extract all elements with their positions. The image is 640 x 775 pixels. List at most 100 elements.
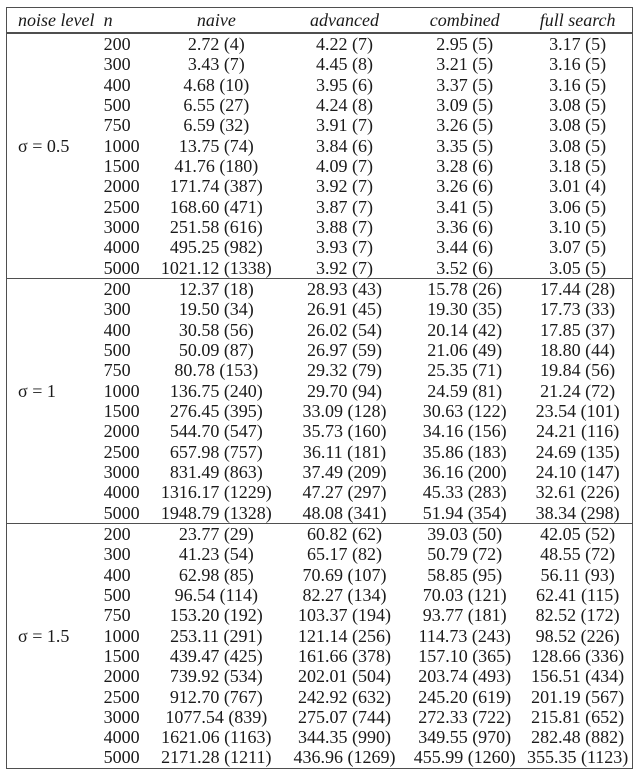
noise-level-cell: [7, 115, 97, 135]
cell-n: 750: [103, 605, 131, 626]
cell-n: 5000: [103, 257, 140, 278]
table-row: 400 4.68 (10) 3.95 (6) 3.37 (5) 3.16 (5): [7, 75, 633, 95]
cell-n: 4000: [103, 727, 140, 748]
table-row: 750 6.59 (32) 3.91 (7) 3.26 (5) 3.08 (5): [7, 115, 633, 135]
cell-full-search: 42.05 (52): [523, 522, 633, 545]
cell-advanced: 36.11 (181): [302, 441, 387, 462]
cell-n: 1500: [103, 645, 140, 666]
cell-combined: 349.55 (970): [418, 727, 512, 748]
cell-combined: 3.09 (5): [436, 94, 494, 115]
noise-level-cell: [7, 156, 97, 176]
cell-naive: 171.74 (387): [169, 176, 263, 197]
cell-combined: 245.20 (619): [418, 686, 512, 707]
cell-combined: 70.03 (121): [422, 584, 507, 605]
cell-full-search: 18.80 (44): [540, 339, 616, 360]
cell-full-search: 215.81 (652): [531, 706, 625, 727]
cell-advanced: 4.45 (8): [316, 54, 374, 75]
table-row: 500 50.09 (87) 26.97 (59) 21.06 (49) 18.80 (…: [7, 340, 633, 360]
cell-n: 4000: [103, 482, 140, 503]
cell-n: 200: [96, 522, 150, 545]
cell-naive: 80.78 (153): [174, 360, 259, 381]
noise-level-cell: [7, 442, 97, 462]
noise-level-cell: [7, 176, 97, 196]
cell-full-search: 128.66 (336): [531, 645, 625, 666]
cell-naive: 253.11 (291): [170, 625, 263, 646]
cell-advanced: 3.92 (7): [316, 176, 374, 197]
cell-naive: 1077.54 (839): [165, 706, 268, 727]
noise-level-cell: [6, 522, 97, 545]
noise-level-cell: [7, 197, 97, 217]
cell-naive: 96.54 (114): [174, 584, 258, 605]
cell-combined: 45.33 (283): [422, 482, 507, 503]
header-naive: naive: [149, 7, 283, 34]
cell-n: 1000: [103, 380, 140, 401]
cell-naive: 251.58 (616): [169, 216, 263, 237]
cell-n: 500: [103, 94, 131, 115]
noise-level-cell: [7, 340, 97, 360]
cell-n: 3000: [103, 706, 140, 727]
cell-full-search: 3.08 (5): [549, 115, 607, 136]
cell-n: 1500: [103, 400, 140, 421]
cell-combined: 3.37 (5): [436, 74, 494, 95]
cell-full-search: 19.84 (56): [540, 360, 616, 381]
cell-combined: 19.30 (35): [427, 299, 503, 320]
noise-level-cell: [6, 277, 97, 300]
noise-level-cell: [7, 503, 97, 524]
cell-combined: 39.03 (50): [406, 522, 524, 545]
cell-n: 2000: [103, 176, 140, 197]
cell-full-search: 156.51 (434): [531, 666, 625, 687]
cell-n: 2500: [103, 686, 140, 707]
table-row: 2000 739.92 (534) 202.01 (504) 203.74 (493)…: [7, 666, 633, 686]
paper-results-table-container: noise level n naive advanced combined fu…: [6, 7, 633, 769]
table-row: 3000 251.58 (616) 3.88 (7) 3.36 (6) 3.10 (5): [7, 217, 633, 237]
noise-level-cell: [7, 462, 97, 482]
noise-level-label: σ = 1: [18, 380, 56, 401]
cell-advanced: 29.70 (94): [307, 380, 383, 401]
noise-level-label: σ = 1.5: [18, 625, 70, 646]
cell-advanced: 3.93 (7): [316, 237, 374, 258]
header-combined: combined: [406, 7, 524, 34]
cell-naive: 544.70 (547): [169, 421, 263, 442]
table-row: 400 30.58 (56) 26.02 (54) 20.14 (42) 17.85 (…: [7, 320, 633, 340]
noise-level-cell: [7, 544, 97, 564]
noise-level-cell: [7, 33, 97, 54]
header-noise-level: noise level: [6, 7, 97, 34]
cell-n: 400: [103, 74, 131, 95]
cell-full-search: 3.17 (5): [549, 34, 607, 54]
table-row: 750 153.20 (192) 103.37 (194) 93.77 (181) 82…: [7, 605, 633, 625]
cell-naive: 41.23 (54): [178, 544, 254, 565]
noise-level-cell: [7, 707, 97, 727]
table-row: 2500 168.60 (471) 3.87 (7) 3.41 (5) 3.06 (5): [7, 197, 633, 217]
cell-full-search: 201.19 (567): [531, 686, 625, 707]
cell-naive: 439.47 (425): [169, 645, 263, 666]
table-row: 1500 439.47 (425) 161.66 (378) 157.10 (365)…: [7, 646, 633, 666]
cell-advanced: 3.92 (7): [316, 257, 374, 278]
cell-advanced: 26.02 (54): [307, 319, 383, 340]
cell-naive: 4.68 (10): [183, 74, 250, 95]
noise-level-cell: [7, 401, 97, 421]
cell-combined: 3.28 (6): [436, 155, 494, 176]
cell-n: 2000: [103, 421, 140, 442]
noise-level-cell: [7, 482, 97, 502]
cell-combined: 203.74 (493): [418, 666, 512, 687]
cell-combined: 3.41 (5): [436, 196, 494, 217]
cell-naive: 1948.79 (1328): [160, 502, 272, 523]
cell-full-search: 3.06 (5): [549, 196, 607, 217]
cell-naive: 2171.28 (1211): [161, 747, 272, 768]
cell-combined: 21.06 (49): [427, 339, 503, 360]
cell-advanced: 28.93 (43): [282, 277, 407, 300]
noise-level-cell: [7, 747, 97, 768]
noise-level-cell: [7, 360, 97, 380]
cell-combined: 93.77 (181): [422, 605, 507, 626]
cell-n: 4000: [103, 237, 140, 258]
cell-advanced: 35.73 (160): [302, 421, 387, 442]
cell-n: 200: [96, 277, 150, 300]
noise-level-cell: [7, 605, 97, 625]
noise-level-cell: [7, 54, 97, 74]
cell-advanced: 3.84 (6): [316, 135, 374, 156]
table-row: 2000 171.74 (387) 3.92 (7) 3.26 (6) 3.01 (4): [7, 176, 633, 196]
cell-naive: 50.09 (87): [178, 339, 254, 360]
cell-n: 2500: [103, 196, 140, 217]
cell-full-search: 62.41 (115): [535, 584, 620, 605]
cell-advanced: 65.17 (82): [307, 544, 383, 565]
